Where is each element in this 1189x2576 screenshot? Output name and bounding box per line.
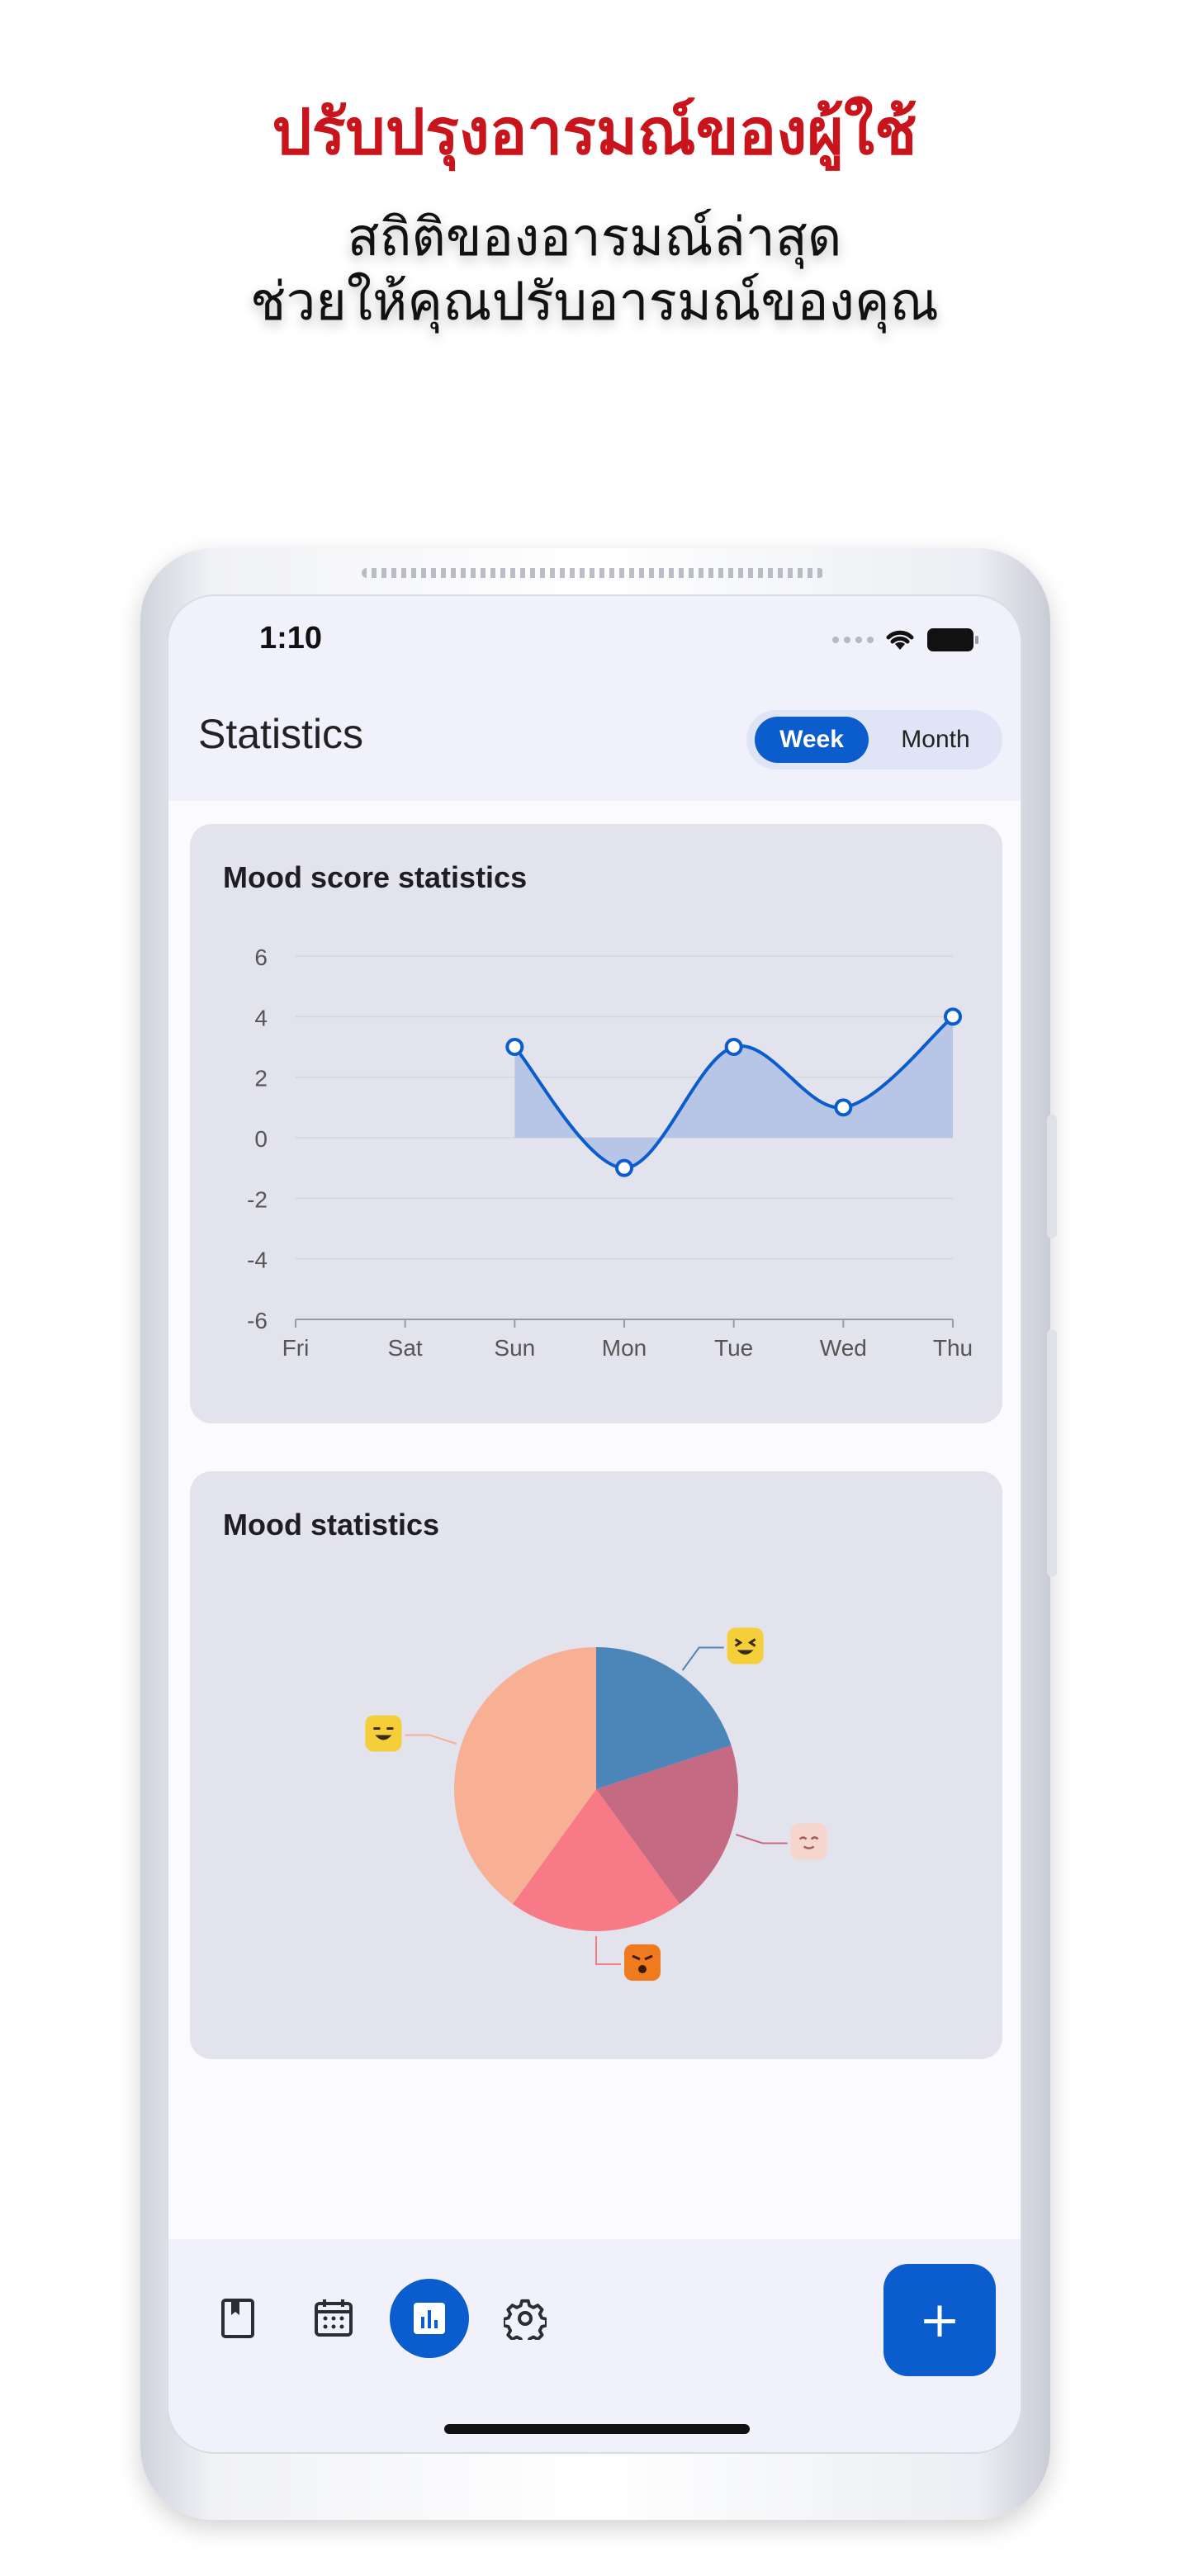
pie-slice bbox=[512, 1789, 680, 1931]
mood-stats-card: Mood statistics bbox=[190, 1471, 1002, 2059]
phone-side-button bbox=[1047, 1329, 1057, 1577]
status-icons bbox=[832, 626, 979, 654]
pie-slice bbox=[453, 1647, 596, 1905]
mood-score-chart: 6 4 2 0 -2 -4 -6 Fri Sat Sun Mon Tue Wed Thu bbox=[247, 945, 973, 1361]
data-point bbox=[834, 1098, 853, 1117]
status-time: 1:10 bbox=[259, 621, 323, 656]
pie-leader-line bbox=[595, 1936, 621, 1965]
y-tick-label: 2 bbox=[254, 1066, 268, 1091]
pie-leader-line bbox=[735, 1834, 788, 1844]
y-tick-label: -4 bbox=[247, 1248, 268, 1273]
data-point bbox=[615, 1158, 633, 1177]
calendar-icon[interactable] bbox=[294, 2279, 373, 2358]
x-tick-label: Tue bbox=[714, 1335, 753, 1361]
laughing-face-icon bbox=[727, 1627, 764, 1664]
pie-slice bbox=[596, 1647, 732, 1789]
journal-icon[interactable] bbox=[198, 2279, 277, 2358]
phone-speaker bbox=[362, 568, 824, 578]
phone-side-button bbox=[1047, 1115, 1057, 1238]
settings-icon[interactable] bbox=[486, 2279, 565, 2358]
promo-subline-1: สถิติของอารมณ์ล่าสุด bbox=[347, 207, 842, 268]
card-title: Mood score statistics bbox=[223, 860, 528, 894]
y-tick-label: -6 bbox=[247, 1308, 268, 1333]
area-fill bbox=[514, 1016, 953, 1168]
promo-headline: ปรับปรุงอารมณ์ของผู้ใช้ bbox=[272, 95, 917, 168]
mood-score-card: Mood score statistics 6 4 2 0 -2 -4 -6 Fri Sat Su… bbox=[190, 824, 1002, 1423]
wifi-icon bbox=[886, 630, 914, 650]
y-tick-label: 4 bbox=[254, 1005, 268, 1030]
period-toggle: Week Month bbox=[746, 710, 1002, 769]
y-tick-label: 6 bbox=[254, 945, 268, 970]
data-point bbox=[724, 1038, 743, 1056]
data-point bbox=[505, 1038, 524, 1056]
month-tab[interactable]: Month bbox=[901, 726, 970, 753]
app-screen: 1:10 Statistics Week Month Mood score st… bbox=[167, 594, 1022, 2454]
bottom-nav: + bbox=[168, 2239, 1021, 2452]
data-point bbox=[944, 1007, 962, 1026]
mood-pie-chart bbox=[365, 1627, 827, 1981]
pie-leader-line bbox=[405, 1734, 457, 1745]
x-tick-label: Mon bbox=[602, 1335, 647, 1361]
header-bar: Statistics Week Month bbox=[168, 677, 1021, 801]
y-tick-label: 0 bbox=[254, 1126, 268, 1152]
promo-subline-2: ช่วยให้คุณปรับอารมณ์ของคุณ bbox=[249, 272, 940, 333]
home-indicator bbox=[444, 2424, 750, 2434]
x-tick-label: Sun bbox=[494, 1335, 535, 1361]
page-title: Statistics bbox=[198, 711, 364, 757]
battery-icon bbox=[927, 628, 978, 651]
x-tick-label: Thu bbox=[933, 1335, 973, 1361]
grinning-face-icon bbox=[365, 1715, 402, 1752]
card-title: Mood statistics bbox=[223, 1508, 440, 1541]
signal-icon bbox=[832, 637, 874, 643]
y-tick-label: -2 bbox=[247, 1186, 268, 1212]
status-bar: 1:10 bbox=[168, 596, 1021, 677]
pie-slice bbox=[596, 1745, 738, 1905]
statistics-icon[interactable] bbox=[390, 2279, 469, 2358]
add-entry-button[interactable]: + bbox=[883, 2264, 996, 2376]
x-tick-label: Sat bbox=[388, 1335, 423, 1361]
pie-leader-line bbox=[681, 1646, 724, 1671]
x-tick-label: Fri bbox=[282, 1335, 310, 1361]
x-tick-label: Wed bbox=[820, 1335, 867, 1361]
angry-face-icon bbox=[624, 1944, 661, 1981]
week-tab[interactable]: Week bbox=[755, 717, 869, 763]
blushing-face-icon bbox=[790, 1823, 827, 1860]
